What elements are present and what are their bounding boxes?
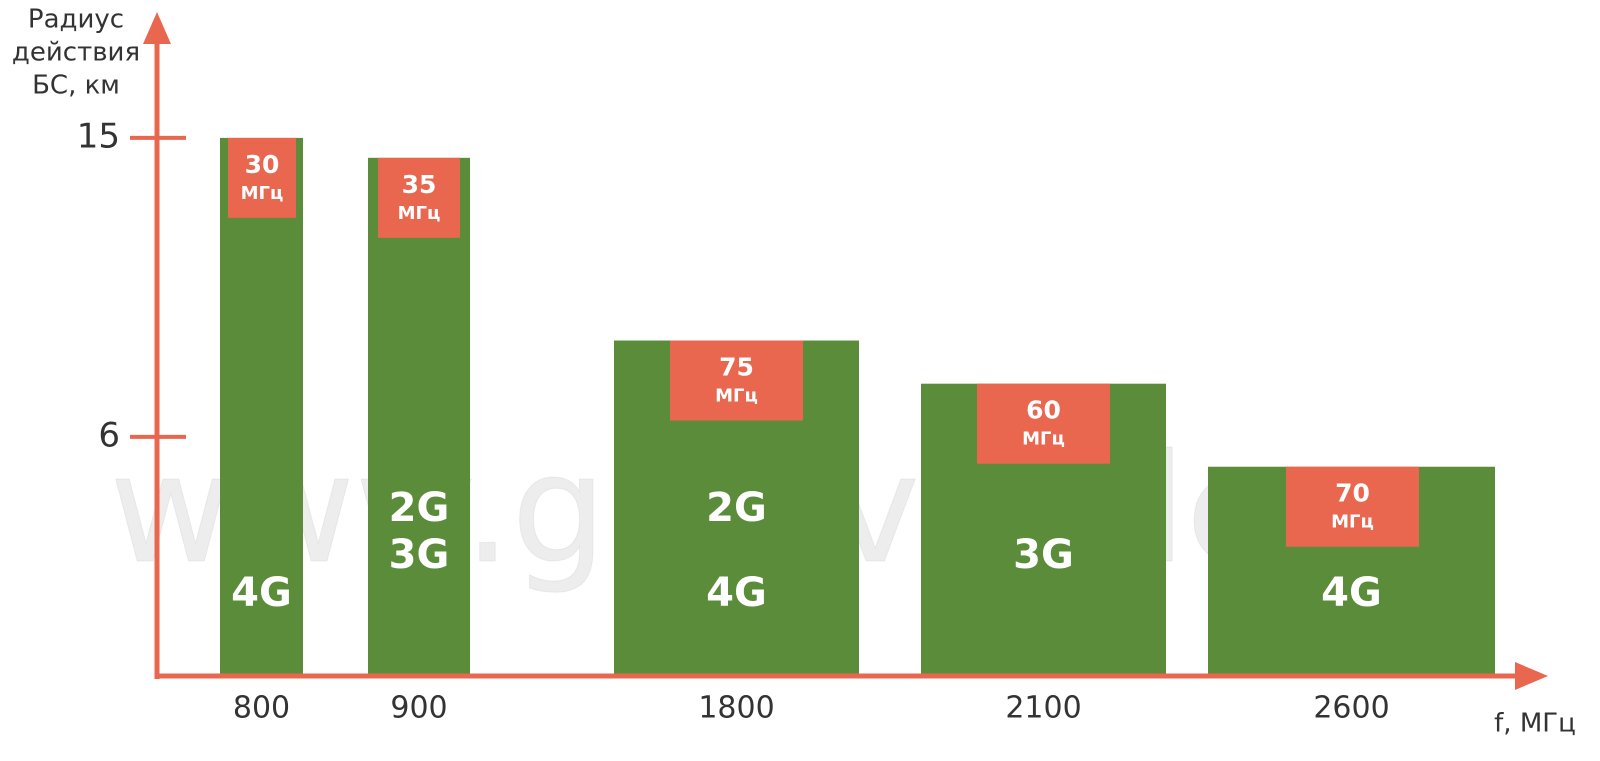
- bandwidth-box: [228, 137, 296, 218]
- bandwidth-unit: МГц: [241, 183, 284, 204]
- technology-label: 4G: [1321, 570, 1382, 616]
- y-axis-arrow: [143, 12, 171, 44]
- bandwidth-value: 70: [1335, 479, 1370, 508]
- x-tick-label: 2600: [1313, 691, 1389, 726]
- technology-label: 3G: [389, 532, 450, 578]
- bandwidth-unit: МГц: [1331, 512, 1374, 533]
- bandwidth-unit: МГц: [1022, 429, 1065, 450]
- bandwidth-value: 75: [719, 353, 754, 382]
- bandwidth-value: 35: [402, 170, 437, 199]
- technology-label: 2G: [706, 485, 767, 531]
- y-tick-label: 6: [98, 415, 120, 455]
- y-axis-label: Радиус: [28, 5, 124, 35]
- bandwidth-box: [378, 157, 460, 238]
- technology-label: 2G: [389, 485, 450, 531]
- technology-label: 4G: [706, 570, 767, 616]
- bar: [220, 137, 303, 677]
- bandwidth-box: [670, 340, 803, 421]
- y-axis-label: действия: [12, 38, 140, 68]
- x-tick-label: 2100: [1005, 691, 1081, 726]
- bandwidth-box: [1286, 466, 1419, 547]
- y-tick-label: 15: [77, 116, 120, 156]
- bandwidth-box: [977, 383, 1110, 464]
- x-axis-label: f, МГц: [1494, 709, 1576, 739]
- bandwidth-value: 60: [1026, 396, 1061, 425]
- bandwidth-value: 30: [245, 150, 280, 179]
- x-tick-label: 800: [233, 691, 290, 726]
- x-tick-label: 900: [390, 691, 447, 726]
- x-tick-label: 1800: [698, 691, 774, 726]
- technology-label: 4G: [231, 570, 292, 616]
- technology-label: 3G: [1013, 532, 1074, 578]
- bandwidth-unit: МГц: [398, 203, 441, 224]
- x-axis-arrow: [1515, 662, 1548, 690]
- y-axis-label: БС, км: [32, 71, 120, 101]
- bar: [368, 157, 470, 676]
- bandwidth-unit: МГц: [715, 386, 758, 407]
